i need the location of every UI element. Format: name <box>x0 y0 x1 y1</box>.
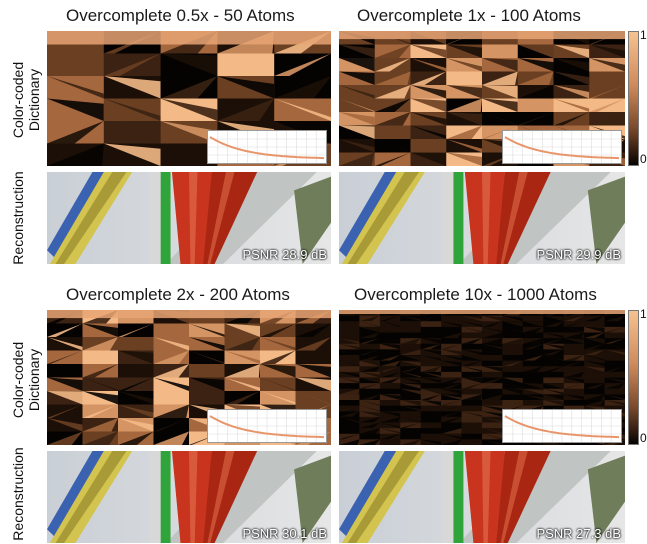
panel-title-0-5x: Overcomplete 0.5x - 50 Atoms <box>66 6 295 25</box>
dictionary-image-0-5x <box>47 31 331 166</box>
psnr-label: PSNR 28.9 dB <box>242 247 327 262</box>
reconstruction-image-0-5x: PSNR 28.9 dB <box>47 172 331 264</box>
row-label-line1: Color-coded <box>10 61 26 139</box>
colorbar-bottom <box>628 310 639 445</box>
dictionary-image-2x <box>47 310 331 445</box>
colorbar-top <box>628 31 639 166</box>
dictionary-image-10x <box>339 310 625 445</box>
reconstruction-image-10x: PSNR 27.3 dB <box>339 451 625 543</box>
panel-title-10x: Overcomplete 10x - 1000 Atoms <box>354 285 597 304</box>
colorbar-min-label: 0 <box>640 431 647 445</box>
row-label-line2: Dictionary <box>26 348 42 412</box>
reconstruction-image-2x: PSNR 30.1 dB <box>47 451 331 543</box>
decay-plot-inset <box>502 130 622 164</box>
colorbar-max-label: 1 <box>640 307 647 321</box>
reconstruction-image-1x: PSNR 29.9 dB <box>339 172 625 264</box>
panel-title-2x: Overcomplete 2x - 200 Atoms <box>66 285 290 304</box>
dictionary-image-1x <box>339 31 625 166</box>
colorbar-max-label: 1 <box>640 28 647 42</box>
psnr-label: PSNR 29.9 dB <box>536 247 621 262</box>
row-label-dictionary-top: Color-coded Dictionary <box>10 40 42 160</box>
panel-title-1x: Overcomplete 1x - 100 Atoms <box>357 6 581 25</box>
row-label-reconstruction-top: Reconstruction <box>10 171 26 265</box>
row-label-line1: Color-coded <box>10 341 26 419</box>
row-label-reconstruction-bottom: Reconstruction <box>10 447 26 541</box>
psnr-label: PSNR 30.1 dB <box>242 526 327 541</box>
decay-plot-inset <box>502 409 622 443</box>
row-label-line2: Dictionary <box>26 68 42 132</box>
psnr-label: PSNR 27.3 dB <box>536 526 621 541</box>
decay-plot-inset <box>207 409 327 443</box>
row-label-dictionary-bottom: Color-coded Dictionary <box>10 320 42 440</box>
decay-plot-inset <box>207 130 327 164</box>
colorbar-min-label: 0 <box>640 152 647 166</box>
